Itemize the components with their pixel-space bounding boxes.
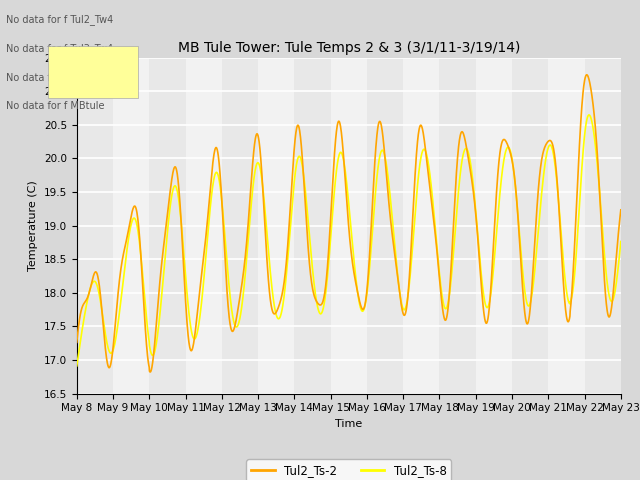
Text: No data for f Tul3_ts2: No data for f Tul3_ts2 [6,72,111,83]
Bar [367,58,403,394]
Tul2_Ts-2 [602,292,609,298]
Bar [258,58,294,394]
Bar [113,58,149,394]
Tul2_Ts-2 [147,369,154,375]
Bar [294,58,331,394]
Tul2_Ts-8 [501,151,509,156]
Y-axis label: Temperature (C): Temperature (C) [28,180,38,271]
Legend: Tul2_Ts-2, Tul2_Ts-8: Tul2_Ts-2, Tul2_Ts-8 [246,459,451,480]
Text: No data for f Tul3_Tw4: No data for f Tul3_Tw4 [6,43,113,54]
Bar [222,58,258,394]
Tul2_Ts-8 [100,326,108,332]
Bar [584,58,621,394]
Tul2_Ts-2 [502,138,509,144]
Text: No data for f MBtule: No data for f MBtule [6,101,105,111]
Title: MB Tule Tower: Tule Temps 2 & 3 (3/1/11-3/19/14): MB Tule Tower: Tule Temps 2 & 3 (3/1/11-… [178,41,520,55]
X-axis label: Time: Time [335,419,362,429]
Bar [186,58,222,394]
Tul2_Ts-8 [323,279,331,285]
Tul2_Ts-2 [583,72,591,78]
Bar [403,58,440,394]
Tul2_Ts-8 [585,112,593,118]
Bar [149,58,186,394]
Tul2_Ts-8 [602,262,609,267]
Bar [77,58,113,394]
Bar [331,58,367,394]
Bar [548,58,584,394]
Text: No data for f Tul2_Tw4: No data for f Tul2_Tw4 [6,14,114,25]
Tul2_Ts-8 [601,258,609,264]
Bar [476,58,512,394]
Line: Tul2_Ts-8: Tul2_Ts-8 [77,115,621,366]
Tul2_Ts-2 [100,337,108,343]
Tul2_Ts-8 [73,363,81,369]
Tul2_Ts-2 [338,132,346,137]
Tul2_Ts-2 [617,207,625,213]
Bar [621,58,640,394]
Tul2_Ts-8 [337,150,345,156]
Tul2_Ts-2 [323,267,331,273]
Tul2_Ts-2 [73,339,81,345]
Line: Tul2_Ts-2: Tul2_Ts-2 [77,75,621,372]
Tul2_Ts-8 [617,239,625,244]
Tul2_Ts-2 [602,289,609,295]
Bar [440,58,476,394]
Bar [512,58,548,394]
